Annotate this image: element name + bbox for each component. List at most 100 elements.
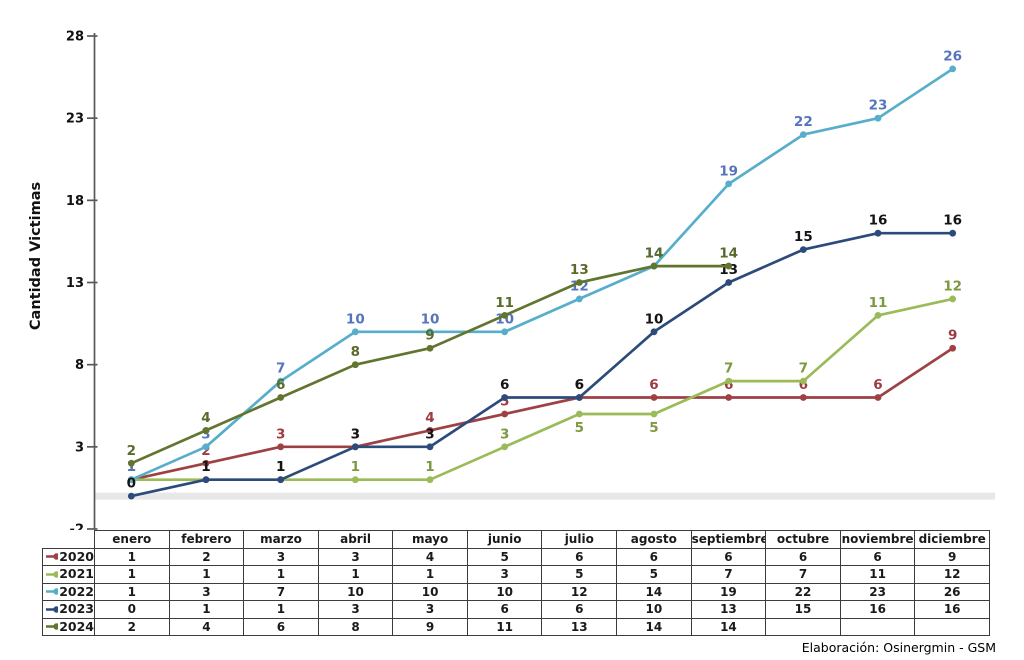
value-cell-2020-marzo: 3 [243, 547, 319, 566]
data-label-2020: 4 [425, 410, 434, 426]
value-cell-2024-octubre [765, 617, 841, 636]
column-header-enero: enero [94, 530, 170, 549]
value-cell-2024-septiembre: 14 [690, 617, 767, 636]
value-cell-2022-febrero: 3 [168, 582, 245, 601]
legend-line-marker-icon [46, 606, 59, 613]
value-cell-2020-diciembre: 9 [914, 547, 990, 566]
y-axis-tick-label: 3 [75, 440, 84, 455]
legend-cell-2021: 2021 [42, 565, 95, 584]
table-row-2023: 2023 0 1 1 3 3 6 6 10 13 15 16 16 [42, 600, 990, 619]
data-point-2021 [351, 476, 359, 484]
data-point-2020 [501, 410, 509, 418]
legend-cell-2020: 2020 [42, 547, 95, 566]
value-cell-2023-febrero: 1 [168, 600, 245, 619]
data-point-2022 [351, 328, 359, 336]
value-cell-2024-diciembre [914, 617, 990, 636]
value-cell-2021-diciembre: 12 [914, 565, 990, 584]
data-point-2023 [874, 229, 882, 237]
y-axis-tick-label: 23 [66, 112, 84, 127]
value-cell-2022-septiembre: 19 [690, 582, 767, 601]
data-point-2024 [426, 344, 434, 352]
table-row-2021: 2021 1 1 1 1 1 3 5 5 7 7 11 12 [42, 565, 990, 584]
legend-inner: 2020 [46, 548, 94, 564]
data-label-2020: 3 [276, 426, 285, 442]
value-cell-2024-agosto: 14 [616, 617, 692, 636]
legend-cell-2022: 2022 [42, 582, 95, 601]
data-label-2020: 2 [201, 443, 210, 459]
value-cell-2021-noviembre: 11 [839, 565, 916, 584]
value-cell-2023-octubre: 15 [765, 600, 841, 619]
data-point-2024 [277, 394, 285, 401]
legend-inner: 2023 [46, 602, 94, 616]
data-point-2022 [949, 65, 957, 73]
data-label-2024: 4 [201, 410, 210, 426]
value-cell-2020-junio: 5 [466, 547, 543, 566]
value-cell-2021-octubre: 7 [765, 565, 841, 584]
legend-year-label: 2022 [59, 583, 94, 599]
data-label-2024: 8 [351, 344, 360, 360]
legend-year-label: 2024 [59, 618, 94, 634]
legend-line-marker-icon [46, 588, 59, 595]
value-cell-2023-diciembre: 16 [914, 600, 990, 619]
data-label-2023: 15 [794, 229, 813, 245]
data-point-2022 [575, 295, 583, 303]
data-label-2021: 7 [799, 361, 808, 377]
data-label-2021: 1 [351, 459, 360, 475]
data-label-2024: 6 [276, 377, 285, 393]
data-label-2023: 1 [276, 459, 285, 475]
data-point-2022 [127, 476, 135, 484]
data-label-2023: 3 [425, 426, 434, 442]
value-cell-2023-agosto: 10 [616, 600, 692, 619]
data-label-2020: 9 [948, 328, 957, 344]
data-label-2021: 1 [201, 459, 210, 475]
y-axis-title: Cantidad Victimas [28, 182, 44, 330]
value-cell-2020-septiembre: 6 [690, 547, 767, 566]
y-axis-tick-label: -2 [70, 523, 84, 531]
legend-inner: 2024 [46, 618, 94, 634]
table-row-2020: 2020 1 2 3 3 4 5 6 6 6 6 6 9 [42, 547, 990, 566]
data-point-2022 [725, 180, 733, 188]
legend-cell-2023: 2023 [42, 600, 95, 619]
data-point-2020 [202, 459, 210, 467]
zero-gridline-band [94, 492, 995, 500]
data-label-2023: 0 [127, 476, 136, 492]
value-cell-2022-junio: 10 [466, 582, 543, 601]
value-cell-2020-mayo: 4 [392, 547, 468, 566]
data-label-2024: 9 [425, 328, 434, 344]
column-header-octubre: octubre [765, 530, 841, 549]
data-point-2021 [501, 443, 509, 451]
data-label-2023: 16 [943, 213, 962, 229]
legend-line-marker-icon [46, 623, 59, 630]
data-label-2022: 7 [276, 361, 285, 377]
value-cell-2021-marzo: 1 [243, 565, 319, 584]
column-header-julio: julio [541, 530, 618, 549]
value-cell-2021-septiembre: 7 [690, 565, 767, 584]
data-label-2023: 10 [645, 311, 664, 327]
value-cell-2024-noviembre [839, 617, 916, 636]
data-point-2024 [725, 262, 733, 270]
table-corner-cell [43, 531, 95, 549]
series-line-2020 [129, 346, 955, 482]
table-row-2022: 2022 1 3 7 10 10 10 12 14 19 22 23 26 [42, 582, 990, 601]
data-point-2022 [426, 328, 434, 336]
data-label-2020: 6 [649, 377, 658, 393]
data-point-2020 [874, 394, 882, 401]
value-cell-2023-julio: 6 [541, 600, 618, 619]
data-table-wrap: enero febrero marzo abril mayo junio julio agos… [42, 530, 990, 636]
column-header-marzo: marzo [243, 530, 319, 549]
legend-year-label: 2020 [59, 548, 94, 564]
data-point-2021 [650, 410, 658, 418]
data-label-2023: 6 [575, 377, 584, 393]
column-header-septiembre: septiembre [690, 530, 767, 549]
value-cell-2022-abril: 10 [317, 582, 394, 601]
value-cell-2020-noviembre: 6 [839, 547, 916, 566]
data-point-2021 [799, 377, 807, 385]
data-label-2020: 6 [724, 377, 733, 393]
value-cell-2021-julio: 5 [541, 565, 618, 584]
data-label-2021: 11 [869, 295, 888, 311]
data-point-2023 [949, 229, 957, 237]
data-label-2024: 14 [645, 246, 664, 262]
value-cell-2023-abril: 3 [317, 600, 394, 619]
data-label-2023: 16 [869, 213, 888, 229]
